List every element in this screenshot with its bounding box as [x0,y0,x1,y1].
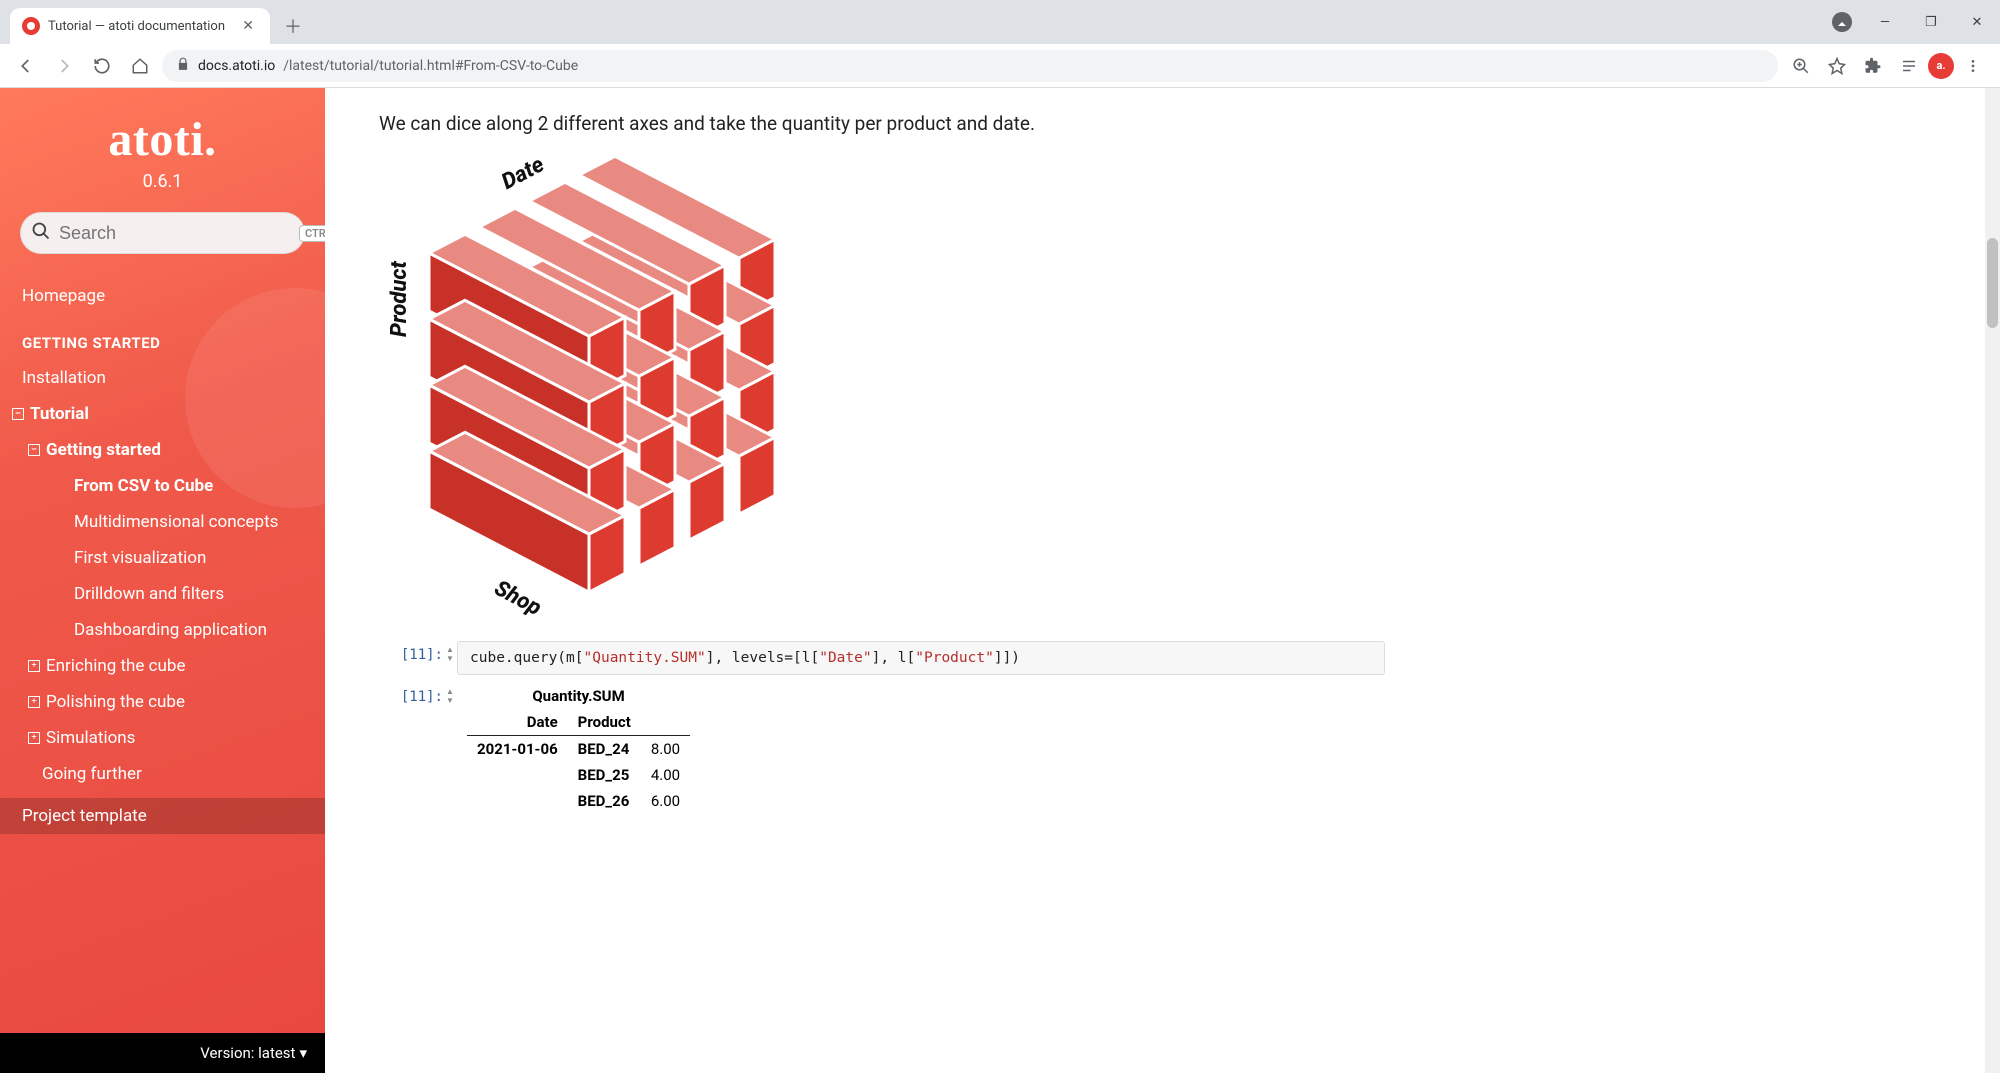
browser-tab[interactable]: Tutorial — atoti documentation ✕ [10,8,270,44]
nav-section-getting-started: GETTING STARTED [0,314,325,360]
nav-polishing[interactable]: +Polishing the cube [0,684,325,720]
search-input[interactable]: CTRL K [20,212,305,254]
browser-tab-bar: Tutorial — atoti documentation ✕ ＋ — ❐ ✕ [0,0,2000,44]
nav-multidimensional[interactable]: Multidimensional concepts [0,504,325,540]
atoti-favicon [22,17,40,35]
cell-stepper[interactable]: ▲▼ [443,683,457,705]
measure-header: Quantity.SUM [467,683,690,709]
close-tab-icon[interactable]: ✕ [238,18,258,34]
reading-list-icon[interactable] [1892,49,1926,83]
body-text: We can dice along 2 different axes and t… [379,112,1385,135]
scrollbar[interactable] [1985,88,2000,1073]
profile-avatar[interactable]: a. [1928,53,1954,79]
collapse-icon: – [12,408,24,420]
nav-installation[interactable]: Installation [0,360,325,396]
logo: atoti. [0,88,325,171]
cube-diagram: Date Product Shop [393,157,833,617]
lock-icon [176,57,190,75]
nav-simulations[interactable]: +Simulations [0,720,325,756]
close-window-icon[interactable]: ✕ [1954,0,2000,44]
sidebar-nav: Homepage GETTING STARTED Installation –T… [0,278,325,1033]
url-domain: docs.atoti.io [198,58,275,74]
search-shortcut: CTRL K [299,225,325,242]
menu-icon[interactable] [1956,49,1990,83]
chevron-down-icon: ▾ [299,1044,307,1062]
tab-title: Tutorial — atoti documentation [48,19,230,34]
cell-stepper[interactable]: ▲▼ [443,641,457,663]
minimize-icon[interactable]: — [1862,0,1908,44]
nav-from-csv-to-cube[interactable]: From CSV to Cube [0,468,325,504]
code-content[interactable]: cube.query(m["Quantity.SUM"], levels=[l[… [457,641,1385,675]
nav-dashboarding[interactable]: Dashboarding application [0,612,325,648]
forward-icon[interactable] [48,50,80,82]
table-row: 2021-01-06BED_248.00 [467,736,690,763]
nav-homepage[interactable]: Homepage [0,278,325,314]
address-bar[interactable]: docs.atoti.io/latest/tutorial/tutorial.h… [162,50,1778,82]
profile-guest-icon[interactable] [1832,12,1852,32]
cube-svg [393,157,833,617]
output-prompt: [11]: [379,683,443,705]
col-product: Product [568,709,641,736]
nav-tutorial[interactable]: –Tutorial [0,396,325,432]
axis-label-product: Product [387,261,412,337]
nav-project-template[interactable]: Project template [0,798,325,834]
nav-getting-started[interactable]: –Getting started [0,432,325,468]
version-switcher[interactable]: Version: latest ▾ [0,1033,325,1073]
expand-icon: + [28,660,40,672]
nav-going-further[interactable]: Going further [0,756,325,792]
maximize-icon[interactable]: ❐ [1908,0,1954,44]
expand-icon: + [28,696,40,708]
zoom-icon[interactable] [1784,49,1818,83]
back-icon[interactable] [10,50,42,82]
browser-toolbar: docs.atoti.io/latest/tutorial/tutorial.h… [0,44,2000,88]
col-value [641,709,690,736]
nav-first-visualization[interactable]: First visualization [0,540,325,576]
star-icon[interactable] [1820,49,1854,83]
nav-drilldown[interactable]: Drilldown and filters [0,576,325,612]
expand-icon: + [28,732,40,744]
url-path: /latest/tutorial/tutorial.html#From-CSV-… [283,58,578,74]
input-prompt: [11]: [379,641,443,663]
new-tab-button[interactable]: ＋ [278,11,308,41]
table-row: BED_266.00 [467,788,690,814]
code-output-cell: [11]: ▲▼ Quantity.SUM Date Product 2021-… [379,683,1385,814]
nav-enriching[interactable]: +Enriching the cube [0,648,325,684]
collapse-icon: – [28,444,40,456]
scrollbar-thumb[interactable] [1987,238,1998,328]
search-field[interactable] [59,223,291,244]
col-date: Date [467,709,568,736]
output-table: Quantity.SUM Date Product 2021-01-06BED_… [467,683,690,814]
home-icon[interactable] [124,50,156,82]
table-row: BED_254.00 [467,762,690,788]
code-input-cell: [11]: ▲▼ cube.query(m["Quantity.SUM"], l… [379,641,1385,675]
main-content: We can dice along 2 different axes and t… [325,88,2000,1073]
search-icon [31,221,51,245]
version-label: 0.6.1 [0,171,325,212]
reload-icon[interactable] [86,50,118,82]
extensions-icon[interactable] [1856,49,1890,83]
docs-sidebar: atoti. 0.6.1 CTRL K Homepage GETTING STA… [0,88,325,1073]
